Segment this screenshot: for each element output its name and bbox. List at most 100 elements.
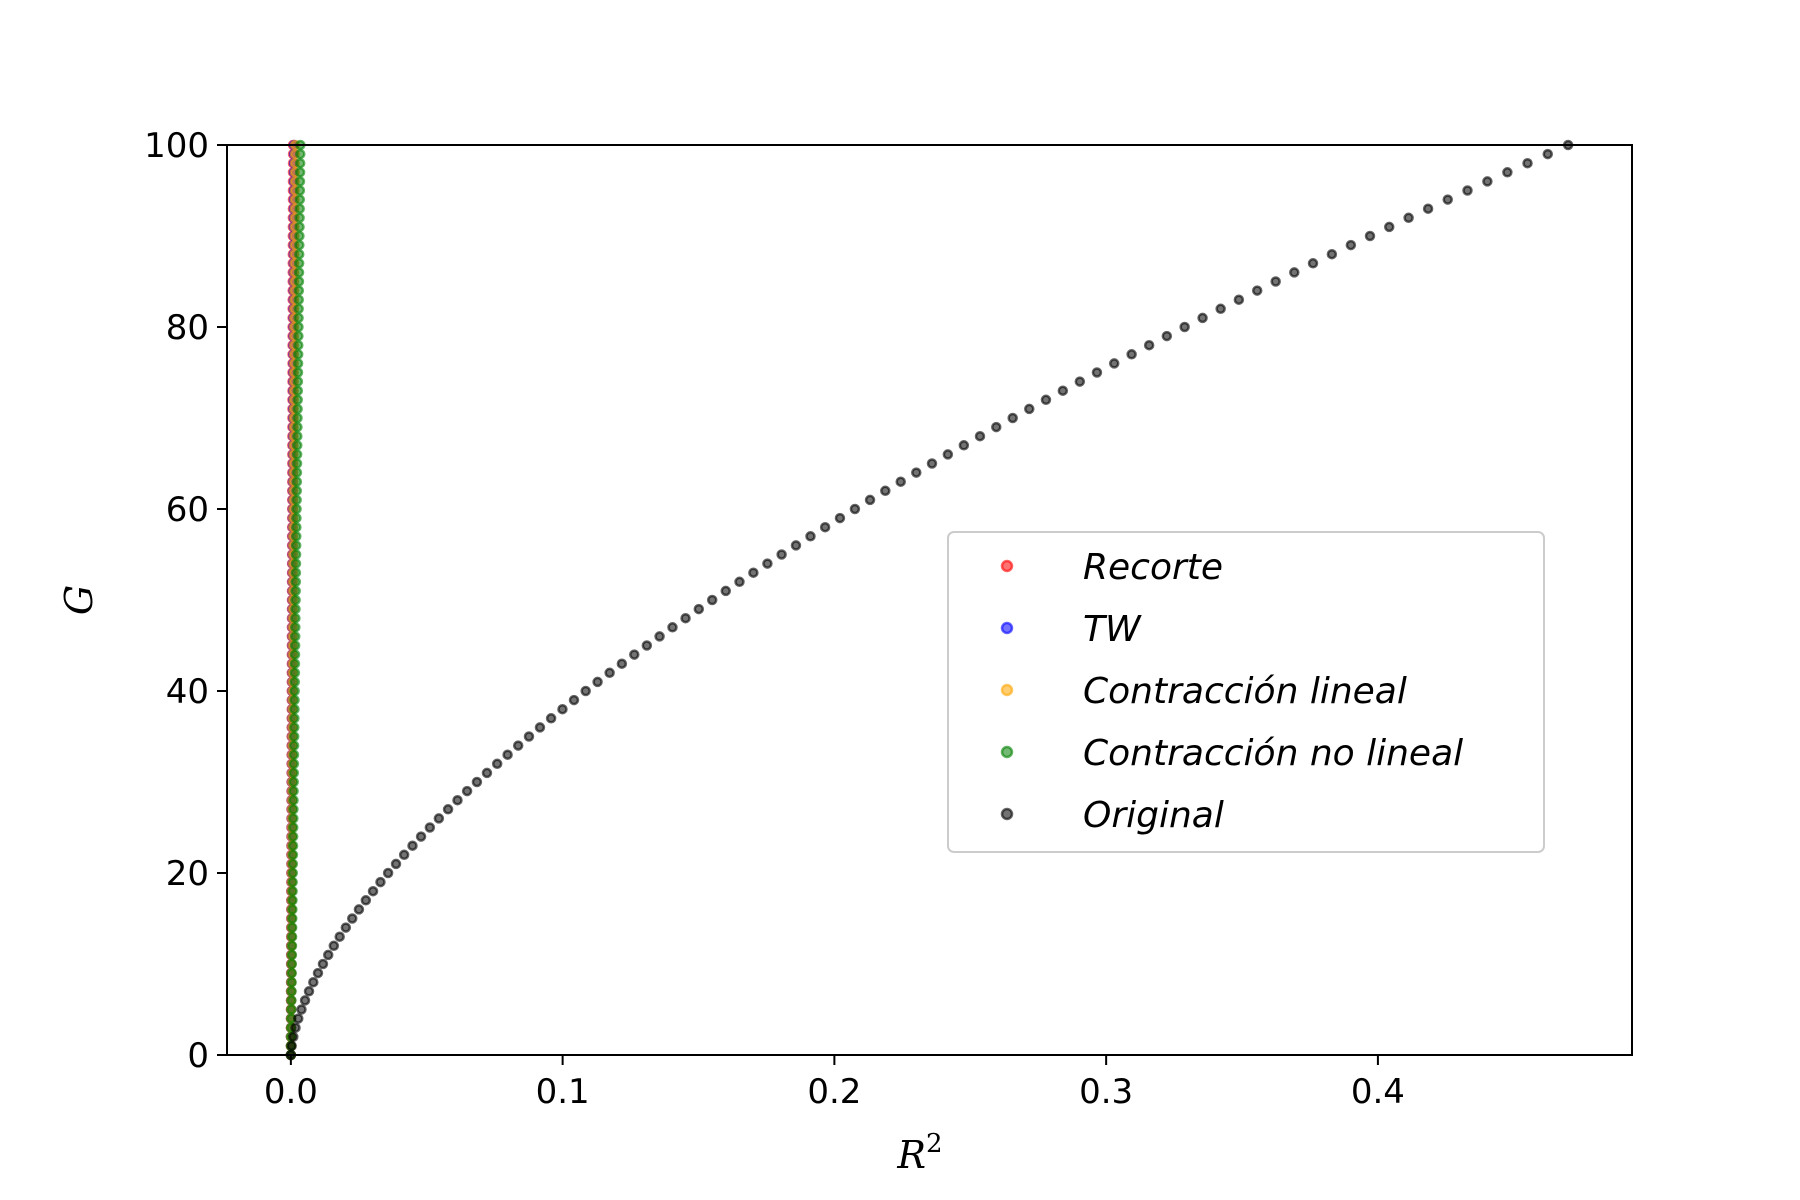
original-point: [1364, 230, 1376, 242]
contraccion-no-lineal-point: [294, 203, 305, 214]
contraccion-no-lineal-point: [291, 503, 302, 515]
original-point: [1442, 194, 1453, 205]
original-point: [1542, 148, 1554, 160]
original-point: [433, 813, 445, 824]
original-point: [1233, 294, 1245, 305]
original-point: [680, 612, 691, 624]
contraccion-no-lineal-point: [288, 804, 299, 815]
contraccion-no-lineal-point: [290, 576, 302, 588]
contraccion-no-lineal-point: [289, 713, 300, 724]
contraccion-no-lineal-point: [291, 494, 302, 506]
original-point: [880, 485, 891, 497]
original-point: [502, 749, 513, 760]
original-point: [312, 967, 324, 979]
original-point: [288, 1031, 299, 1043]
contraccion-no-lineal-point: [295, 148, 306, 160]
contraccion-no-lineal-point: [286, 976, 297, 988]
original-point: [1040, 394, 1052, 406]
contraccion-no-lineal-point: [287, 840, 299, 851]
contraccion-no-lineal-point: [288, 767, 300, 779]
original-point: [375, 876, 386, 888]
x-tick-label: 0.4: [1351, 1072, 1405, 1112]
contraccion-no-lineal-point: [291, 458, 303, 469]
original-point: [308, 976, 319, 988]
original-point: [290, 1022, 301, 1033]
contraccion-no-lineal-point: [294, 176, 306, 187]
original-point: [616, 658, 628, 669]
contraccion-no-lineal-point: [289, 703, 300, 715]
original-point: [523, 731, 535, 742]
contraccion-no-lineal-point: [292, 403, 303, 415]
original-point: [1126, 349, 1137, 360]
original-point: [286, 1040, 297, 1052]
contraccion-no-lineal-point: [288, 758, 300, 770]
original-point: [706, 594, 718, 606]
contraccion-no-lineal-point: [291, 449, 303, 460]
original-point: [1143, 339, 1155, 351]
original-point: [1108, 358, 1120, 369]
contraccion-no-lineal-point: [294, 230, 305, 242]
x-axis-label-main: R: [896, 1133, 926, 1177]
original-point: [296, 1004, 307, 1015]
original-point: [1422, 203, 1434, 214]
contraccion-no-lineal-point: [292, 430, 303, 442]
original-point: [1403, 212, 1414, 224]
original-point: [568, 694, 580, 706]
contraccion-no-lineal-point: [294, 194, 306, 205]
original-point: [1383, 221, 1395, 233]
contraccion-no-lineal-point: [289, 676, 301, 688]
original-point: [442, 804, 454, 815]
contraccion-no-lineal-point: [286, 922, 298, 933]
original-point: [693, 603, 705, 615]
contraccion-no-lineal-point: [288, 813, 299, 824]
y-tick-label: 20: [166, 854, 209, 894]
original-point: [604, 667, 615, 679]
contraccion-no-lineal-point: [293, 248, 305, 260]
original-point: [895, 476, 906, 487]
contraccion-no-lineal-point: [286, 986, 297, 997]
original-point: [415, 831, 427, 842]
original-point: [1007, 412, 1018, 424]
contraccion-no-lineal-point: [290, 594, 301, 606]
legend-label-recorte: Recorte: [1083, 547, 1223, 588]
contraccion-no-lineal-point: [287, 876, 298, 888]
contraccion-no-lineal-point: [287, 913, 298, 924]
legend-marker-original: [1000, 807, 1014, 821]
legend-marker-tw: [1000, 621, 1014, 635]
contraccion-no-lineal-point: [293, 267, 305, 278]
original-point: [776, 549, 787, 560]
original-point: [452, 794, 463, 806]
original-point: [1179, 321, 1190, 333]
contraccion-no-lineal-point: [293, 285, 305, 296]
contraccion-no-lineal-point: [287, 849, 299, 861]
original-point: [353, 904, 365, 915]
contraccion-no-lineal-point: [291, 476, 303, 487]
original-point: [942, 449, 954, 460]
contraccion-no-lineal-point: [286, 995, 297, 1006]
y-tick-label: 80: [166, 308, 209, 348]
legend-label-original: Original: [1083, 795, 1224, 836]
original-point: [1326, 248, 1338, 260]
original-point: [805, 531, 816, 542]
original-point: [641, 640, 653, 651]
original-point: [1307, 258, 1319, 269]
original-point: [720, 585, 732, 597]
original-point: [849, 503, 861, 515]
original-point: [1522, 157, 1533, 169]
original-point: [667, 622, 678, 633]
contraccion-no-lineal-point: [290, 540, 302, 551]
original-point: [762, 558, 773, 569]
original-point: [580, 685, 591, 697]
contraccion-no-lineal-point: [290, 603, 301, 615]
contraccion-no-lineal-point: [288, 749, 300, 760]
contraccion-no-lineal-point: [289, 631, 301, 642]
original-point: [1502, 167, 1513, 178]
legend-marker-contraccion-lineal: [1000, 683, 1014, 697]
original-point: [461, 785, 473, 797]
original-point: [299, 995, 311, 1006]
contraccion-no-lineal-point: [288, 731, 300, 742]
x-tick-label: 0.1: [536, 1072, 590, 1112]
contraccion-no-lineal-point: [290, 558, 302, 569]
original-point: [1161, 330, 1173, 342]
y-tick-label: 40: [166, 672, 209, 712]
